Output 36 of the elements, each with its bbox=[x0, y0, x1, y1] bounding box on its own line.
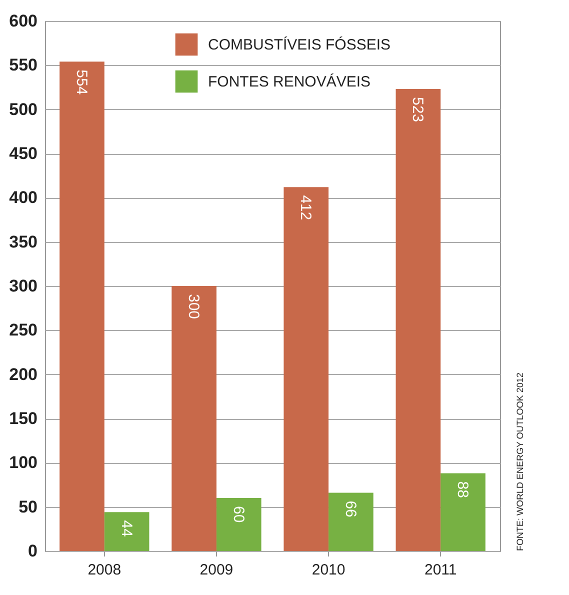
bar bbox=[440, 473, 486, 551]
data-label: 66 bbox=[342, 500, 359, 518]
bar bbox=[396, 89, 441, 551]
data-label: 412 bbox=[297, 195, 314, 220]
legend-label: COMBUSTÍVEIS FÓSSEIS bbox=[208, 36, 391, 54]
y-tick-label: 450 bbox=[9, 144, 38, 163]
bar bbox=[216, 498, 262, 551]
bar bbox=[328, 492, 374, 551]
bar bbox=[172, 286, 216, 551]
x-tick-label: 2011 bbox=[424, 562, 457, 578]
y-tick-label: 100 bbox=[9, 453, 38, 472]
x-tick-label: 2010 bbox=[312, 562, 346, 578]
data-label: 300 bbox=[185, 294, 202, 320]
x-tick-label: 2008 bbox=[88, 562, 122, 578]
data-label: 523 bbox=[409, 97, 426, 122]
y-tick-label: 50 bbox=[18, 497, 38, 516]
legend-label: FONTES RENOVÁVEIS bbox=[208, 72, 371, 90]
y-tick-label: 600 bbox=[9, 12, 38, 30]
data-label: 44 bbox=[118, 520, 135, 537]
data-label: 554 bbox=[72, 70, 90, 95]
y-tick-label: 300 bbox=[9, 276, 38, 296]
y-tick-label: 350 bbox=[9, 232, 38, 252]
x-tick-label: 2009 bbox=[200, 562, 234, 578]
source-note: FONTE: WORLD ENERGY OUTLOOK 2012 bbox=[515, 372, 525, 551]
bar bbox=[284, 187, 329, 551]
bar bbox=[60, 62, 104, 551]
y-tick-label: 550 bbox=[9, 56, 38, 75]
data-label: 60 bbox=[230, 506, 247, 523]
y-tick-label: 400 bbox=[9, 188, 38, 208]
y-tick-label: 200 bbox=[9, 364, 38, 384]
data-label: 88 bbox=[454, 481, 472, 498]
bar bbox=[104, 512, 150, 551]
y-tick-label: 150 bbox=[9, 409, 38, 428]
y-tick-label: 0 bbox=[28, 542, 38, 560]
y-tick-label: 500 bbox=[9, 100, 38, 119]
y-tick-label: 250 bbox=[9, 320, 38, 340]
